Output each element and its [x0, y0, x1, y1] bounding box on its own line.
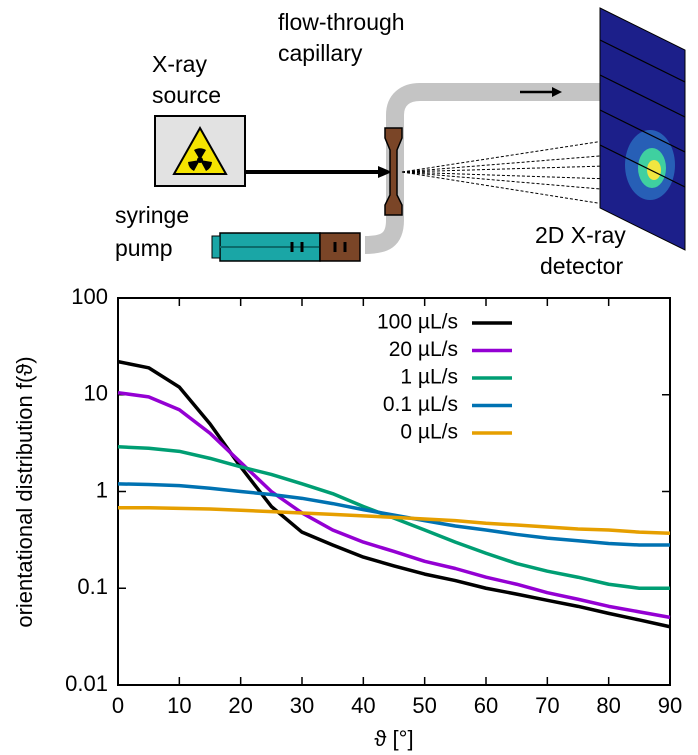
legend-label: 0.1 µL/s: [383, 393, 458, 416]
x-tick-label: 70: [535, 693, 559, 718]
flow-arrow-head: [552, 87, 562, 97]
source-label: X-ray: [152, 51, 207, 77]
detector-label: 2D X-ray: [535, 222, 626, 248]
x-tick-label: 40: [351, 693, 375, 718]
x-tick-label: 80: [596, 693, 620, 718]
x-tick-label: 60: [474, 693, 498, 718]
legend-label: 0 µL/s: [400, 421, 458, 444]
capillary-label: flow-through: [278, 9, 405, 35]
series-line: [117, 482, 670, 547]
detector: [599, 7, 686, 251]
y-tick-label: 0.1: [77, 574, 108, 599]
y-tick-label: 100: [71, 284, 108, 309]
x-tick-label: 30: [290, 693, 314, 718]
x-axis-label: ϑ [°]: [374, 726, 413, 751]
pump-label: pump: [115, 235, 173, 261]
x-tick-label: 10: [167, 693, 191, 718]
y-tick-label: 10: [84, 381, 108, 406]
syringe-marks: [290, 242, 347, 252]
x-tick-label: 20: [228, 693, 252, 718]
pump-label: syringe: [115, 202, 189, 228]
y-tick-label: 0.01: [65, 671, 108, 696]
radiation-blades: [188, 148, 212, 171]
y-tick-label: 1: [96, 477, 108, 502]
capillary-tube: [364, 83, 605, 254]
detector-lines: [599, 39, 686, 188]
legend-label: 100 µL/s: [377, 311, 458, 334]
legend-label: 20 µL/s: [389, 338, 458, 361]
legend-label: 1 µL/s: [400, 366, 458, 389]
capillary-label: capillary: [278, 40, 363, 66]
scatter-rays: [401, 139, 641, 206]
x-tick-label: 90: [658, 693, 682, 718]
series-line: [117, 359, 671, 629]
detector-center: [647, 160, 661, 180]
x-tick-label: 50: [412, 693, 436, 718]
x-tick-label: 0: [112, 693, 124, 718]
syringe-plunger: [211, 235, 221, 259]
syringe-fluid: [319, 232, 361, 262]
beam-head: [378, 166, 392, 178]
series-line: [118, 505, 671, 536]
setup-diagram: X-ray source flow-through capillary syri…: [115, 7, 686, 279]
capillary-holder: [384, 127, 403, 216]
y-axis-label: orientational distribution f(ϑ): [12, 356, 37, 627]
detector-label: detector: [540, 253, 623, 279]
source-label: source: [152, 82, 221, 108]
series-line: [117, 390, 671, 620]
